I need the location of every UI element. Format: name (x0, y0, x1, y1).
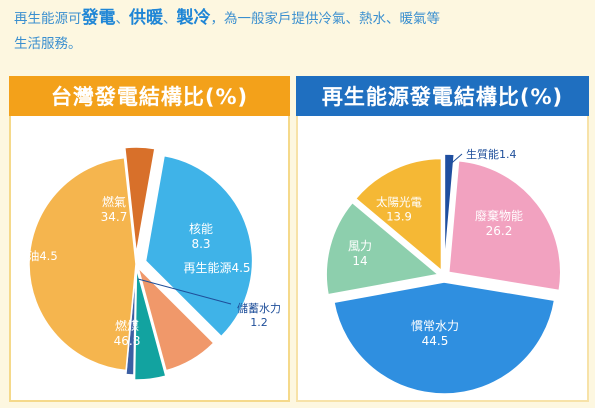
pie-slice-shape (333, 281, 556, 395)
slice-label-value: 44.5 (422, 334, 449, 348)
slice-label-name: 太陽光電 (376, 195, 422, 209)
slice-label-0: 燃氣 34.7 (101, 194, 128, 224)
leader-line (445, 153, 463, 169)
pie-slice-0 (144, 154, 254, 338)
slice-label-3: 風力 14 (348, 239, 372, 268)
slice-label-0: 生質能1.4 (466, 147, 517, 161)
intro-separator-1: 、 (115, 11, 130, 27)
slice-label-4: 燃煤 46.8 (114, 318, 141, 348)
pie-slice-shape (447, 159, 562, 292)
slice-label-name: 燃煤 (115, 318, 139, 333)
slice-label-4: 太陽光電 13.9 (376, 195, 422, 224)
taiwan-power-pie-chart: 燃氣 34.7 核能 8.3 再生能源4.5 儲蓄水力 1.2 燃煤 46.8 燃油4.5 (16, 146, 281, 381)
slice-label-name: 燃氣 (102, 194, 126, 209)
slice-label-2: 慣常水力 44.5 (411, 318, 459, 348)
intro-part-2: ，為一般家戶提供冷氣、熱水、暖氣等 (210, 11, 441, 27)
leader-line (137, 278, 232, 305)
pie-slice-0 (443, 153, 456, 267)
highlight-heating: 供暖 (129, 8, 163, 28)
taiwan-power-panel: 台灣發電結構比(%) 燃氣 34.7 核能 8.3 再生能源4.5 儲蓄水力 1.2 燃煤 46… (9, 76, 290, 402)
renewable-power-panel: 再生能源發電結構比(%) 生質能1.4 廢棄物能 26.2 慣常水力 44.5 風力 14 太… (296, 76, 589, 402)
slice-label-value: 8.3 (191, 237, 210, 251)
slice-label-name: 儲蓄水力 (237, 302, 281, 315)
pie-slice-1 (447, 159, 562, 292)
slice-label-1: 核能 8.3 (189, 222, 213, 251)
slice-label-2: 再生能源4.5 (183, 261, 250, 275)
intro-separator-2: 、 (163, 11, 177, 27)
pie-slice-shape (443, 153, 456, 267)
slice-label-name: 廢棄物能 (475, 208, 523, 223)
slice-label-1: 廢棄物能 26.2 (475, 208, 523, 238)
slice-label-value: 46.8 (114, 334, 141, 348)
slice-label-value: 14 (352, 254, 367, 268)
renewable-power-title: 再生能源發電結構比(%) (296, 76, 589, 116)
slice-label-name: 風力 (348, 239, 372, 253)
slice-label-name: 核能 (189, 222, 213, 236)
pie-slice-2 (333, 281, 556, 395)
highlight-power: 發電 (81, 8, 116, 28)
intro-part-3: 生活服務。 (14, 36, 82, 52)
slice-label-value: 34.7 (101, 210, 128, 224)
slice-label-value: 1.2 (250, 316, 268, 329)
intro-text: 再生能源可發電、供暖、製冷，為一般家戶提供冷氣、熱水、暖氣等 生活服務。 (14, 6, 584, 57)
pie-slice-shape (144, 154, 254, 338)
pie-slice-shape (133, 267, 167, 381)
pie-slice-4 (28, 156, 137, 372)
slice-label-name: 慣常水力 (411, 318, 459, 333)
pie-slice-shape (136, 264, 215, 372)
pie-slice-2 (133, 267, 167, 381)
pie-slice-4 (354, 157, 443, 273)
slice-label-value: 26.2 (486, 224, 513, 238)
pie-slice-shape (123, 146, 156, 255)
slice-label-value: 13.9 (386, 210, 412, 224)
highlight-cooling: 製冷 (176, 8, 211, 28)
pie-slice-shape (325, 201, 440, 296)
intro-part-1: 再生能源可 (14, 11, 82, 27)
pie-slice-shape (354, 157, 443, 273)
slice-label-5: 燃油4.5 (16, 249, 57, 263)
taiwan-power-title: 台灣發電結構比(%) (9, 76, 290, 116)
slice-label-3: 儲蓄水力 1.2 (237, 302, 281, 329)
pie-slice-1 (136, 264, 215, 372)
pie-slice-3 (325, 201, 440, 296)
pie-slice-shape (28, 156, 137, 372)
pie-slice-5 (123, 146, 156, 255)
